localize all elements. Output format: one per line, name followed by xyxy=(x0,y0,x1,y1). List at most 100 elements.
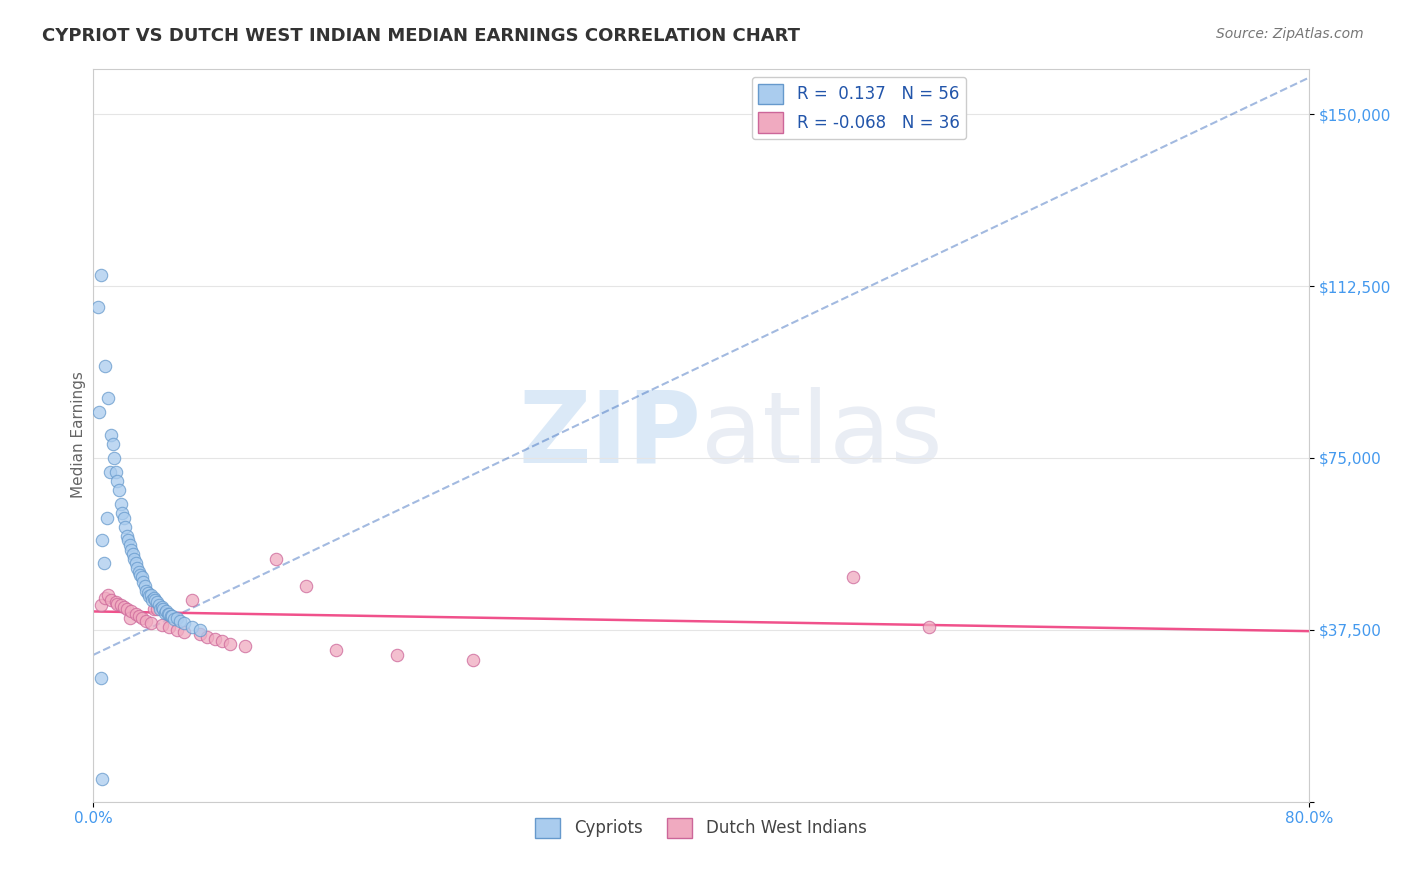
Point xyxy=(153,606,176,620)
Point xyxy=(155,604,177,618)
Point xyxy=(152,602,174,616)
Point xyxy=(104,595,127,609)
Point xyxy=(107,474,129,488)
Point xyxy=(139,588,162,602)
Point xyxy=(107,597,129,611)
Point xyxy=(166,611,188,625)
Point xyxy=(143,591,166,605)
Point xyxy=(131,570,153,584)
Point xyxy=(118,538,141,552)
Point xyxy=(188,623,211,637)
Point xyxy=(166,623,188,637)
Point xyxy=(112,599,135,614)
Point xyxy=(115,602,138,616)
Point xyxy=(127,561,149,575)
Point xyxy=(122,551,145,566)
Point xyxy=(181,593,204,607)
Point xyxy=(94,359,117,374)
Point xyxy=(134,579,156,593)
Point xyxy=(195,630,218,644)
Point xyxy=(145,593,167,607)
Point xyxy=(112,510,135,524)
Point xyxy=(461,652,484,666)
Point xyxy=(94,591,117,605)
Point xyxy=(115,529,138,543)
Point xyxy=(108,483,131,497)
Point xyxy=(121,547,143,561)
Point xyxy=(163,612,186,626)
Point xyxy=(159,608,181,623)
Point xyxy=(93,557,115,571)
Point xyxy=(125,557,148,571)
Point xyxy=(150,618,173,632)
Point xyxy=(114,519,136,533)
Point xyxy=(135,583,157,598)
Point xyxy=(136,586,159,600)
Point xyxy=(173,615,195,630)
Point xyxy=(918,620,941,634)
Point xyxy=(141,593,163,607)
Point xyxy=(120,542,142,557)
Text: atlas: atlas xyxy=(702,386,942,483)
Point xyxy=(156,607,179,621)
Point xyxy=(91,533,114,548)
Point xyxy=(128,566,150,580)
Point xyxy=(110,497,132,511)
Point xyxy=(325,643,347,657)
Point xyxy=(264,551,287,566)
Text: CYPRIOT VS DUTCH WEST INDIAN MEDIAN EARNINGS CORRELATION CHART: CYPRIOT VS DUTCH WEST INDIAN MEDIAN EARN… xyxy=(42,27,800,45)
Point xyxy=(160,609,183,624)
Point xyxy=(90,598,112,612)
Point xyxy=(129,567,152,582)
Point xyxy=(157,620,180,634)
Point xyxy=(103,450,125,465)
Point xyxy=(146,602,169,616)
Point xyxy=(842,570,865,584)
Point xyxy=(169,614,191,628)
Point xyxy=(149,602,172,616)
Point xyxy=(101,437,124,451)
Legend: Cypriots, Dutch West Indians: Cypriots, Dutch West Indians xyxy=(529,811,873,845)
Point xyxy=(295,579,318,593)
Point xyxy=(89,405,111,419)
Point xyxy=(385,648,408,662)
Point xyxy=(110,598,132,612)
Point xyxy=(131,611,153,625)
Text: ZIP: ZIP xyxy=(519,386,702,483)
Point xyxy=(132,574,155,589)
Point xyxy=(91,772,114,786)
Point xyxy=(128,609,150,624)
Point xyxy=(219,636,242,650)
Point xyxy=(118,611,141,625)
Point xyxy=(188,627,211,641)
Point xyxy=(157,607,180,621)
Point xyxy=(117,533,139,548)
Point xyxy=(97,588,120,602)
Point xyxy=(100,593,122,607)
Point xyxy=(173,625,195,640)
Point xyxy=(143,602,166,616)
Point xyxy=(90,671,112,685)
Point xyxy=(120,604,142,618)
Point xyxy=(181,620,204,634)
Point xyxy=(125,607,148,621)
Point xyxy=(204,632,226,646)
Point xyxy=(100,428,122,442)
Point xyxy=(97,392,120,406)
Point xyxy=(135,614,157,628)
Point xyxy=(104,465,127,479)
Point xyxy=(146,595,169,609)
Text: Source: ZipAtlas.com: Source: ZipAtlas.com xyxy=(1216,27,1364,41)
Y-axis label: Median Earnings: Median Earnings xyxy=(72,372,86,499)
Point xyxy=(148,598,170,612)
Point xyxy=(98,465,121,479)
Point xyxy=(87,300,110,314)
Point xyxy=(90,268,112,282)
Point xyxy=(111,506,134,520)
Point xyxy=(96,510,118,524)
Point xyxy=(139,615,162,630)
Point xyxy=(150,599,173,614)
Point xyxy=(211,634,233,648)
Point xyxy=(233,639,256,653)
Point xyxy=(138,590,160,604)
